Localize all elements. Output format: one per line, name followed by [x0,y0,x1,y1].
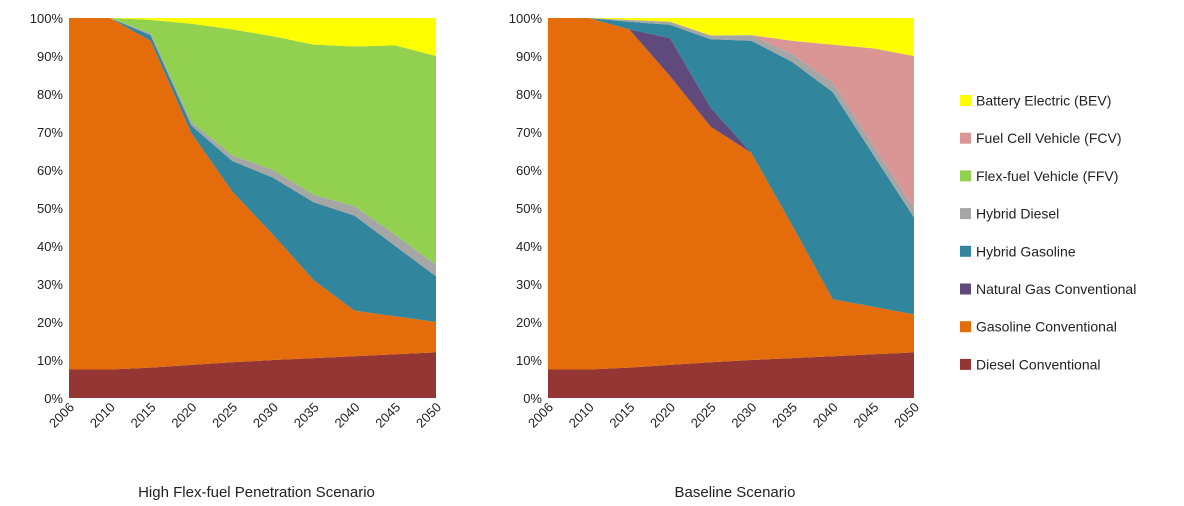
legend-swatch [960,245,971,257]
y-tick-label: 90% [516,49,542,64]
x-tick-label: 2035 [291,400,322,431]
area-hybrid-gasoline [548,18,914,315]
x-tick-label: 2035 [769,400,800,431]
legend-label-hybrid-gasoline: Hybrid Gasoline [976,243,1076,259]
chart-subtitle: High Flex-fuel Penetration Scenario [138,484,375,501]
y-axis-ticks: 0% 10% 20% 30% 40% 50% 60% 70% 80% 90% 100% [509,11,543,406]
area-flex-fuel-vehicle-ffv [69,18,436,265]
x-axis-ticks: 2006 2010 2015 2020 2025 2030 2035 2040 2045 2050 [525,400,922,431]
x-tick-label: 2015 [128,400,159,431]
y-tick-label: 60% [516,163,542,178]
y-tick-label: 10% [516,353,542,368]
legend-swatch [960,321,971,333]
y-tick-label: 60% [37,163,63,178]
y-tick-label: 40% [37,239,63,254]
y-tick-label: 10% [37,353,63,368]
x-tick-label: 2050 [891,400,922,431]
legend-swatch [960,95,971,106]
y-tick-label: 20% [516,315,542,330]
y-tick-label: 90% [37,49,63,64]
y-tick-label: 0% [44,391,63,406]
y-tick-label: 30% [516,277,542,292]
x-tick-label: 2050 [413,400,444,431]
x-tick-label: 2030 [728,400,759,431]
y-tick-label: 70% [37,125,63,140]
x-tick-label: 2020 [647,400,678,431]
x-tick-label: 2020 [168,400,199,431]
area-gasoline-conventional [548,18,914,370]
legend-label-hybrid-diesel: Hybrid Diesel [976,206,1059,222]
area-hybrid-diesel [69,18,436,277]
area-diesel-conventional [548,352,914,398]
chart-panel-high-flexfuel: 0%10%20%30%40%50%60%70%80%90%100% 2006 20… [30,11,444,501]
x-tick-label: 2025 [688,400,719,431]
x-axis-ticks: 2006 2010 2015 2020 2025 2030 2035 2040 2045 2050 [46,400,444,431]
area-layers [69,18,436,398]
y-tick-label: 50% [516,201,542,216]
legend-label-flex-fuel-vehicle-ffv: Flex-fuel Vehicle (FFV) [976,168,1118,184]
x-tick-label: 2045 [850,400,881,431]
area-diesel-conventional [69,352,436,398]
legend-label-natural-gas-conventional: Natural Gas Conventional [976,281,1136,297]
y-tick-label: 50% [37,201,63,216]
y-axis-ticks: 0% 10% 20% 30% 40% 50% 60% 70% 80% 90% 100% [30,11,64,406]
legend-label-fuel-cell-vehicle-fcv: Fuel Cell Vehicle (FCV) [976,130,1122,146]
area-layers [548,18,914,398]
chart-panel-baseline: 0%10%20%30%40%50%60%70%80%90%100% 2006 20… [509,11,922,501]
legend-swatch [960,358,971,370]
area-fuel-cell-vehicle-fcv [548,18,914,208]
y-tick-label: 70% [516,125,542,140]
x-tick-label: 2040 [810,400,841,431]
y-tick-label: 100% [30,11,64,26]
y-tick-label: 40% [516,239,542,254]
legend-swatch [960,170,971,182]
x-tick-label: 2010 [566,400,597,431]
legend-swatch [960,132,971,144]
y-tick-label: 30% [37,277,63,292]
area-battery-electric-bev [69,18,436,56]
y-tick-label: 80% [37,87,63,102]
x-tick-label: 2025 [209,400,240,431]
legend-label-diesel-conventional: Diesel Conventional [976,356,1101,372]
area-gasoline-conventional [69,18,436,370]
legend-swatch [960,208,971,220]
x-tick-label: 2015 [606,400,637,431]
area-battery-electric-bev [548,18,914,56]
x-tick-label: 2010 [87,400,118,431]
legend-swatch [960,283,971,295]
x-tick-label: 2045 [372,400,403,431]
y-tick-label: 20% [37,315,63,330]
chart-subtitle: Baseline Scenario [675,484,796,501]
y-tick-label: 100% [509,11,543,26]
y-tick-label: 80% [516,87,542,102]
legend-label-battery-electric-bev: Battery Electric (BEV) [976,93,1111,109]
y-tick-label: 0% [523,391,542,406]
x-tick-label: 2030 [250,400,281,431]
chart-legend: Battery Electric (BEV) Fuel Cell Vehicle … [960,93,1136,372]
area-hybrid-gasoline [69,18,436,322]
legend-label-gasoline-conventional: Gasoline Conventional [976,319,1117,335]
x-tick-label: 2040 [332,400,363,431]
